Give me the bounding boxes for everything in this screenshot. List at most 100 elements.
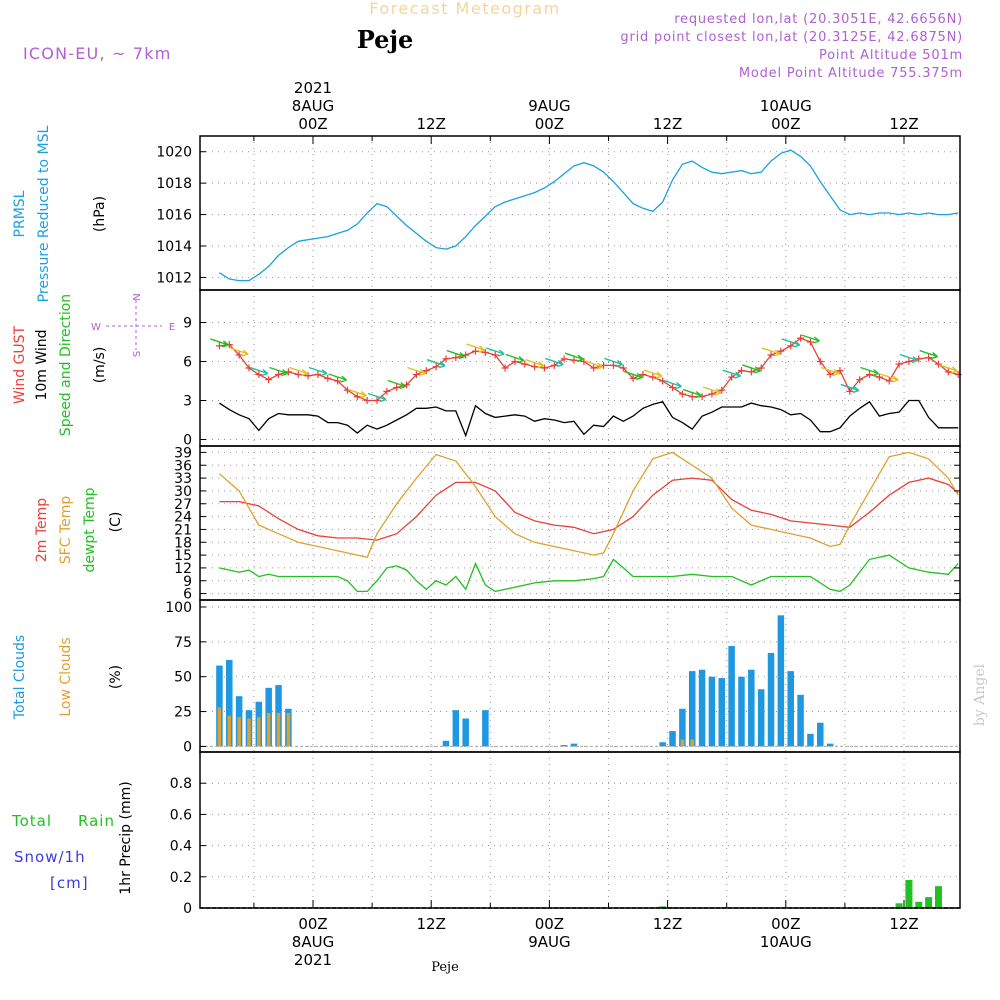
wind-gust-marker [304,372,312,380]
precip-unit-label: 1hr Precip (mm) [118,781,134,894]
low-clouds-bar [680,739,685,747]
wind-gust-marker [678,390,686,398]
wind-gust-marker [639,371,647,378]
wind-gust-marker [895,360,903,368]
snow-label: Snow/1h [14,848,86,866]
wind-gust-marker [265,376,273,384]
wind-direction-arrow [742,364,761,374]
time-label-top: 12Z [889,115,918,133]
temp-dewpt-label: dewpt Temp [82,487,98,572]
temp-ytick-label: 39 [174,445,192,461]
temp-2m-line [219,477,959,541]
pressure-panel-labels: PRMSL Pressure Reduced to MSL (hPa) [12,125,108,302]
wind-gust-marker [432,363,440,371]
wind-gust-marker [619,364,627,372]
temp-ytick-label: 33 [174,471,192,487]
footer-location: Peje [431,960,459,975]
total-clouds-bar [787,671,794,747]
wind-gust-marker [875,373,883,381]
rain-bar [915,901,923,908]
temp-panel-labels: 2m Temp SFC Temp dewpt Temp (C) [34,487,124,572]
compass-e-label: E [169,322,175,333]
wind-gust-marker [275,371,283,378]
total-clouds-bar [708,676,716,747]
wind-gust-marker [560,355,568,363]
wind-direction-arrow [919,349,939,360]
total-clouds-bar [757,689,765,747]
total-clouds-bar [688,671,696,747]
wind-gust-marker [747,368,755,376]
time-label-bottom: 12Z [417,915,446,933]
wind-ytick-label: 0 [183,433,192,449]
low-clouds-bar [257,717,261,747]
wind-gust-marker [777,347,785,355]
temp-ytick-label: 24 [174,510,192,526]
wind-gust-marker [846,387,854,395]
wind-gust-marker [383,387,391,395]
rain-bar [905,879,913,908]
clouds-panel-labels: Total Clouds Low Clouds (%) [12,635,124,720]
low-clouds-bar [237,717,241,747]
time-label-top: 00Z [298,115,327,133]
time-label-bottom: 12Z [889,915,918,933]
time-label-bottom: 12Z [653,915,682,933]
axis-layer: 1012101410161018102003696912151821242730… [156,135,961,917]
wind-direction-arrow [505,353,525,364]
clouds-ytick-label: 75 [174,635,192,651]
total-clouds-bar [669,731,676,747]
wind-direction-arrow [249,366,269,377]
clouds-ytick-label: 100 [165,600,192,616]
wind-direction-arrow [643,369,663,379]
wind-frame [199,289,961,447]
wind-10m-label: 10m Wind [34,329,50,400]
time-label-bottom: 8AUG [292,933,334,951]
wind-gust-marker [757,364,765,372]
rain-bar [934,886,942,908]
low-clouds-bar [217,707,222,747]
time-label-top: 9AUG [528,97,570,115]
prmsl-label: PRMSL [12,190,28,237]
wind-gust-marker [728,373,736,381]
wind-ytick-label: 9 [183,316,192,332]
wind-gust-marker [570,356,578,364]
compass-rose: N S W E [91,293,175,357]
wind-gust-marker [255,371,263,378]
wind-direction-arrow [545,357,564,368]
temp-sfc-line [218,451,959,558]
total-clouds-bar [462,718,469,747]
point-altitude: Point Altitude 501m [819,48,963,63]
compass-s-label: S [132,351,143,357]
wind-gust-marker [294,371,302,378]
wind-gust-marker [550,361,558,369]
time-label-top: 00Z [771,115,800,133]
wind-gust-marker [442,355,450,363]
low-clouds-label: Low Clouds [58,637,74,716]
wind-direction-arrow [446,349,466,360]
wind-direction-arrow [860,366,879,377]
wind-gust-marker [353,393,361,401]
wind-ytick-label: 6 [183,355,192,371]
wind-gust-marker [669,384,677,391]
wind-gust-marker [531,363,539,371]
data-layer [200,149,962,909]
wind-direction-arrow [761,347,781,357]
wind-direction-arrow [308,366,328,377]
total-clouds-bar [817,722,824,747]
temp-ytick-label: 15 [174,548,192,564]
wind-gust-marker [737,367,745,375]
total-clouds-bar [452,710,460,747]
clouds-ytick-label: 0 [183,739,192,755]
wind-gust-marker [609,361,617,369]
temp-ytick-label: 12 [174,561,192,577]
rain-bar [895,903,903,908]
time-label-top: 12Z [417,115,446,133]
wind-direction-arrow [604,357,623,368]
wind-gust-marker [718,386,726,394]
wind-gust-marker [885,377,893,385]
wind-gust-marker [540,364,548,372]
wind-gust-marker [708,390,716,398]
time-label-top: 2021 [294,79,332,97]
rain-bar [925,897,933,908]
precip-ytick-label: 0.6 [170,807,192,823]
